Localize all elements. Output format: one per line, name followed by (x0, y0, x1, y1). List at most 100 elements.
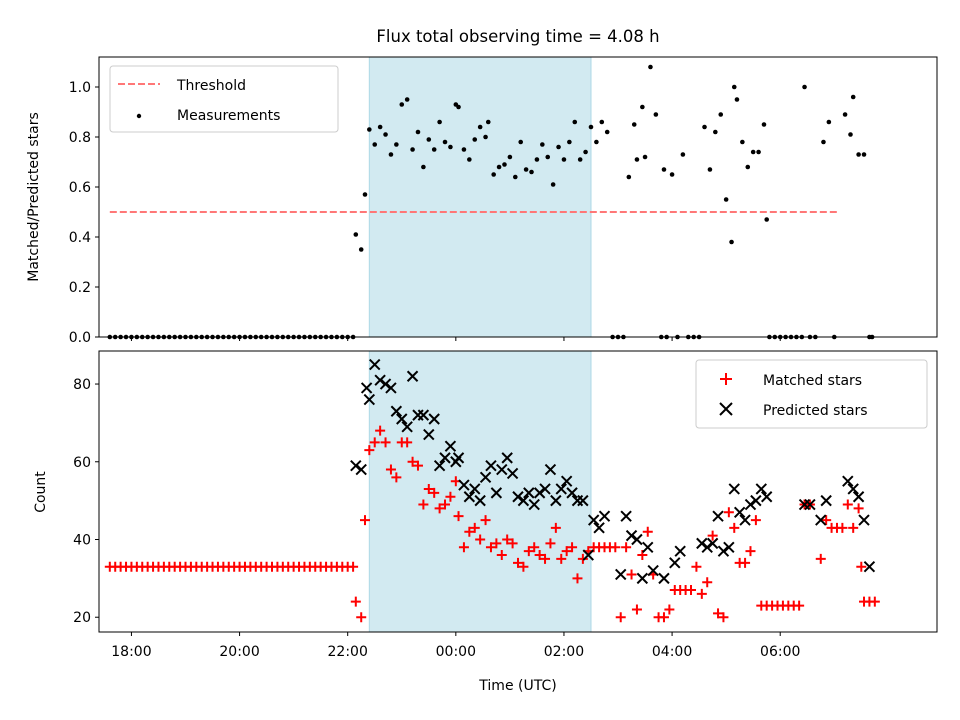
measurement-point (523, 167, 529, 172)
count-y-label: Count (33, 471, 49, 513)
measurement-point (502, 162, 507, 167)
matched-star-point (391, 472, 402, 483)
measurement-point (431, 147, 437, 152)
predicted-star-point (355, 463, 367, 476)
matched-star-point (577, 553, 588, 564)
matched-star-point (745, 546, 756, 557)
measurement-point (680, 152, 686, 157)
matched-star-point (610, 542, 621, 553)
chart-title: Flux total observing time = 4.08 h (376, 27, 659, 46)
count-x-tick-label: 00:00 (436, 644, 476, 660)
measurement-point (410, 147, 415, 152)
measurement-point (518, 139, 524, 145)
predicted-star-point (433, 459, 446, 472)
measurement-point (718, 112, 724, 117)
matched-star-point (380, 437, 391, 448)
matched-star-point (853, 503, 864, 514)
count-y-tick-label: 60 (73, 455, 91, 471)
predicted-star-point (428, 413, 440, 425)
matched-star-point (815, 553, 826, 564)
ratio-y-tick-label: 1.0 (69, 80, 91, 96)
predicted-star-point (390, 405, 403, 417)
ratio-y-tick-label: 0.4 (69, 230, 91, 246)
predicted-star-point (858, 514, 870, 526)
matched-star-point (369, 437, 380, 448)
predicted-star-point (842, 475, 854, 487)
matched-star-point (502, 534, 513, 545)
measurement-point (421, 164, 426, 170)
matched-star-point (856, 561, 867, 572)
predicted-star-point (512, 491, 524, 503)
matched-star-point (540, 553, 551, 564)
predicted-star-point (423, 428, 435, 441)
predicted-star-point (739, 514, 751, 526)
matched-star-point (556, 553, 567, 564)
matched-star-point (572, 573, 583, 584)
measurement-point (653, 112, 659, 117)
measurement-point (729, 239, 734, 245)
matched-star-point (740, 557, 751, 568)
matched-star-point (561, 546, 572, 557)
measurement-point (583, 149, 588, 155)
measurement-point (394, 142, 399, 147)
matched-star-point (837, 522, 848, 533)
predicted-star-point (577, 494, 589, 507)
measurement-point (556, 144, 561, 150)
measurement-point (456, 104, 461, 110)
measurement-point (640, 104, 645, 110)
matched-star-point (364, 445, 375, 456)
matched-star-point (631, 604, 642, 615)
measurement-point (404, 97, 410, 102)
predicted-star-point (374, 374, 386, 386)
measurement-point (358, 247, 364, 252)
predicted-star-point (852, 491, 865, 503)
threshold-legend-label: Threshold (176, 78, 246, 94)
predicted-star-point (360, 382, 373, 394)
matched-star-point (359, 515, 370, 526)
predicted-star-point (755, 483, 767, 495)
predicted-star-point (474, 494, 486, 507)
ratio-shaded-span (368, 56, 592, 338)
measurement-point (367, 127, 372, 132)
measurement-point (750, 149, 756, 155)
measurement-point (561, 157, 567, 162)
measurement-point (477, 124, 483, 130)
predicted-star-point (517, 494, 530, 507)
measurements-legend-swatch (136, 113, 142, 119)
count-x-tick-label: 18:00 (111, 644, 151, 660)
measurement-point (669, 172, 675, 177)
matched-star-point (545, 538, 556, 549)
predicted-star-point (744, 498, 757, 511)
matched-star-point (750, 515, 761, 526)
measurement-point (540, 142, 545, 147)
matched-star-point (434, 503, 445, 514)
matched-star-point (402, 437, 413, 448)
matched-star-point (453, 511, 464, 522)
measurement-point (856, 152, 861, 157)
matched-star-point (621, 542, 632, 553)
matched-star-point (491, 538, 502, 549)
measurement-point (648, 64, 653, 70)
count-plot-frame (98, 350, 938, 633)
matched-star-point (626, 569, 637, 580)
predicted-star-point (598, 510, 611, 522)
measurement-point (642, 154, 648, 160)
predicted-star-point (658, 572, 670, 585)
predicted-star-point (350, 459, 362, 472)
measurement-point (745, 164, 751, 170)
count-x-axis: 18:00 20:00 22:00 00:00 02:00 04:00 06:00 (111, 632, 800, 660)
predicted-star-point (401, 421, 413, 433)
matched-star-point (458, 542, 469, 553)
measurement-point (437, 119, 442, 125)
predicted-star-point (620, 510, 632, 522)
matched-star-point (418, 499, 429, 510)
predicted-star-point (485, 459, 497, 472)
predicted-star-point (750, 494, 762, 507)
predicted-star-point (539, 483, 551, 495)
predicted-star-point (669, 557, 681, 569)
matched-star-point (412, 460, 423, 471)
measurement-point (550, 182, 556, 187)
predicted-star-point (728, 483, 740, 495)
matched-star-point (686, 585, 697, 596)
matched-star-point (707, 530, 718, 541)
